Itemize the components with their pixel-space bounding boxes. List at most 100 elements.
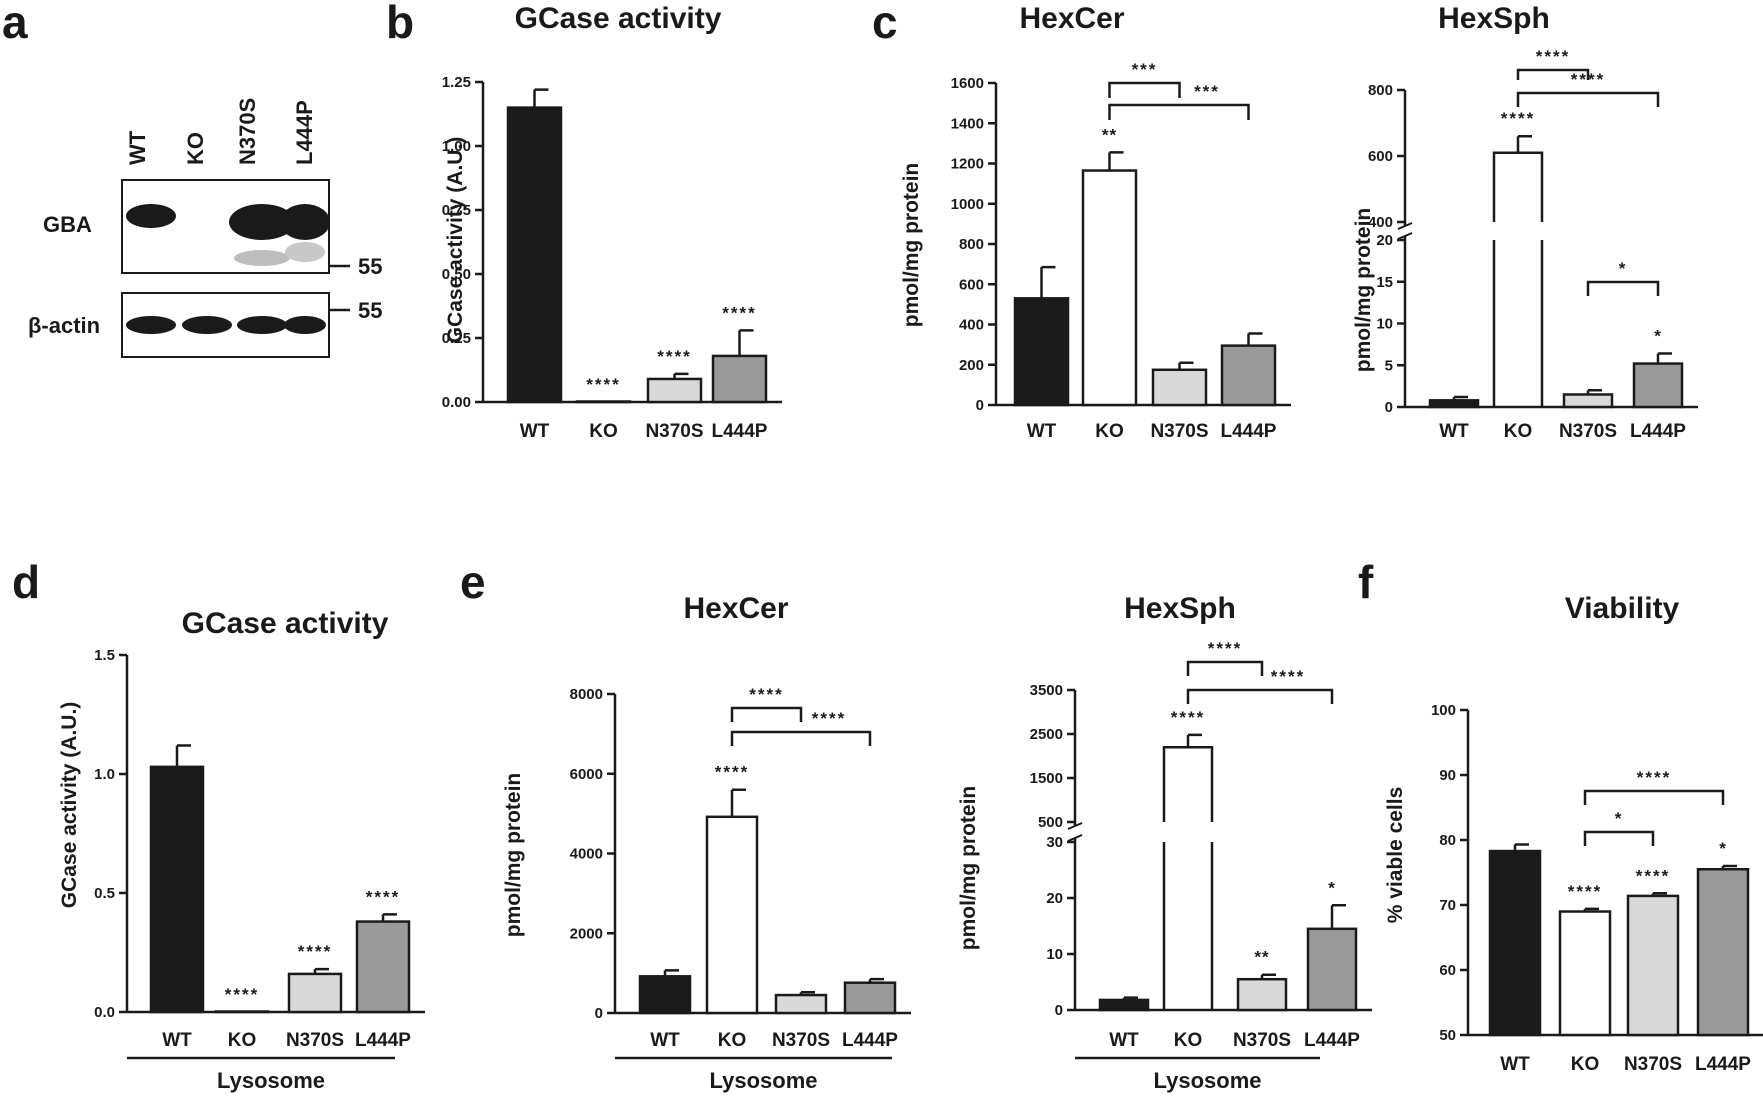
panel-label-b: b (386, 0, 414, 48)
bar-upper-segment (1162, 745, 1214, 822)
bracket-label: **** (749, 685, 783, 704)
y-tick-label: 1.25 (442, 74, 471, 91)
blot-band-faint (234, 250, 290, 266)
axis-break-mark (1397, 222, 1413, 230)
bar-upper-segment (1492, 151, 1544, 222)
y-tick-label: 1500 (1030, 770, 1063, 787)
significance-bracket (730, 730, 872, 746)
significance-bracket (1583, 789, 1725, 805)
y-tick-label: 0 (595, 1005, 603, 1022)
y-tick-label: 5 (1385, 357, 1393, 374)
chart-title: GCase activity (182, 607, 389, 640)
bar (1151, 368, 1208, 407)
y-axis-label: pmol/mg protein (900, 163, 923, 328)
axis-break-mark (1067, 834, 1083, 842)
bracket-label: * (1615, 809, 1624, 828)
error-bar (1040, 265, 1056, 299)
bar (1220, 344, 1277, 407)
y-tick-label: 500 (1038, 814, 1063, 831)
blot-band-faint (285, 242, 325, 262)
bar (575, 400, 632, 404)
x-tick-label: N370S (1233, 1030, 1291, 1051)
x-tick-label: L444P (712, 421, 768, 442)
y-tick-label: 20 (1046, 890, 1063, 907)
y-axis-label: % viable cells (1384, 787, 1407, 924)
blot-row-label: β-actin (28, 313, 100, 338)
chart-title: Viability (1565, 592, 1680, 625)
chart-c1: HexCer pmol/mg protein 0 200 400 600 800 1000 12… (900, 2, 1291, 442)
error-bar (673, 372, 689, 379)
blot-lane-label: N370S (235, 98, 260, 165)
bar (638, 975, 692, 1015)
bar (774, 993, 828, 1015)
bar (506, 106, 563, 404)
y-tick-label: 1400 (951, 115, 984, 132)
chart-title: HexCer (1019, 2, 1124, 35)
bar (1081, 169, 1138, 407)
chart-title: HexSph (1124, 592, 1236, 625)
x-tick-label: KO (718, 1030, 747, 1051)
x-tick-label: N370S (1559, 421, 1617, 442)
error-bar (175, 744, 191, 767)
x-tick-label: N370S (645, 421, 703, 442)
y-axis-label: pmol/mg protein (502, 773, 525, 938)
x-tick-label: N370S (286, 1030, 344, 1051)
axis-break-mark (1067, 822, 1083, 830)
error-bar (1452, 395, 1468, 401)
significance-label: **** (586, 375, 620, 394)
bracket-label: **** (1208, 639, 1242, 658)
y-tick-label: 15 (1376, 274, 1393, 291)
bar (646, 377, 703, 404)
error-bar (1260, 973, 1276, 980)
y-tick-label: 0.00 (442, 394, 471, 411)
chart-f: Viability% viable cells5060708090100WT**… (1384, 592, 1763, 1075)
y-tick-label: 2500 (1030, 726, 1063, 743)
axis-break-mark (1397, 232, 1413, 240)
y-tick-label: 800 (1368, 82, 1393, 99)
chart-b: GCase activity GCase activity (A.U.) 0.00 0… (442, 2, 782, 442)
error-bar (1721, 864, 1737, 870)
significance-label: **** (1636, 866, 1670, 885)
x-tick-label: KO (589, 421, 618, 442)
y-tick-label: 10 (1376, 316, 1393, 333)
y-axis-label: GCase activity (A.U.) (58, 702, 81, 909)
error-bar (1122, 996, 1138, 1000)
x-tick-label: L444P (842, 1030, 898, 1051)
bar (1632, 362, 1684, 409)
group-label: Lysosome (1153, 1068, 1261, 1093)
chart-d: GCase activity GCase activity (A.U.) 0.0 0.… (58, 607, 425, 1093)
chart-title: HexSph (1438, 2, 1550, 35)
y-tick-label: 70 (1439, 897, 1456, 914)
y-tick-label: 1200 (951, 156, 984, 173)
y-tick-label: 1.5 (94, 647, 115, 664)
x-tick-label: L444P (1304, 1030, 1360, 1051)
bar (711, 354, 768, 404)
x-tick-label: WT (162, 1030, 192, 1051)
y-tick-label: 1.00 (442, 138, 471, 155)
blot-row-label: GBA (43, 212, 92, 237)
western-blot: WT KO N370S L444P GBA β-actin 55 55 (28, 98, 382, 358)
x-tick-label: WT (1500, 1054, 1530, 1075)
chart-title: HexCer (683, 592, 788, 625)
significance-label: **** (722, 303, 756, 322)
bracket-label: **** (1571, 70, 1605, 89)
y-tick-label: 0.5 (94, 885, 115, 902)
charts: GCase activity GCase activity (A.U.) 0.00 0… (58, 2, 1763, 1093)
y-tick-label: 800 (959, 236, 984, 253)
significance-label: **** (1171, 708, 1205, 727)
bracket-label: *** (1194, 82, 1220, 101)
y-tick-label: 10 (1046, 946, 1063, 963)
bar (287, 972, 343, 1014)
error-bar (313, 967, 329, 974)
bar (214, 1010, 270, 1014)
y-tick-label: 0 (1385, 399, 1393, 416)
panel-label-f: f (1358, 556, 1374, 608)
bar (149, 765, 205, 1014)
blot-band (182, 316, 232, 334)
error-bar (1583, 907, 1599, 912)
panel-label-e: e (460, 556, 486, 608)
y-tick-label: 50 (1439, 1027, 1456, 1044)
bar (1013, 297, 1070, 407)
